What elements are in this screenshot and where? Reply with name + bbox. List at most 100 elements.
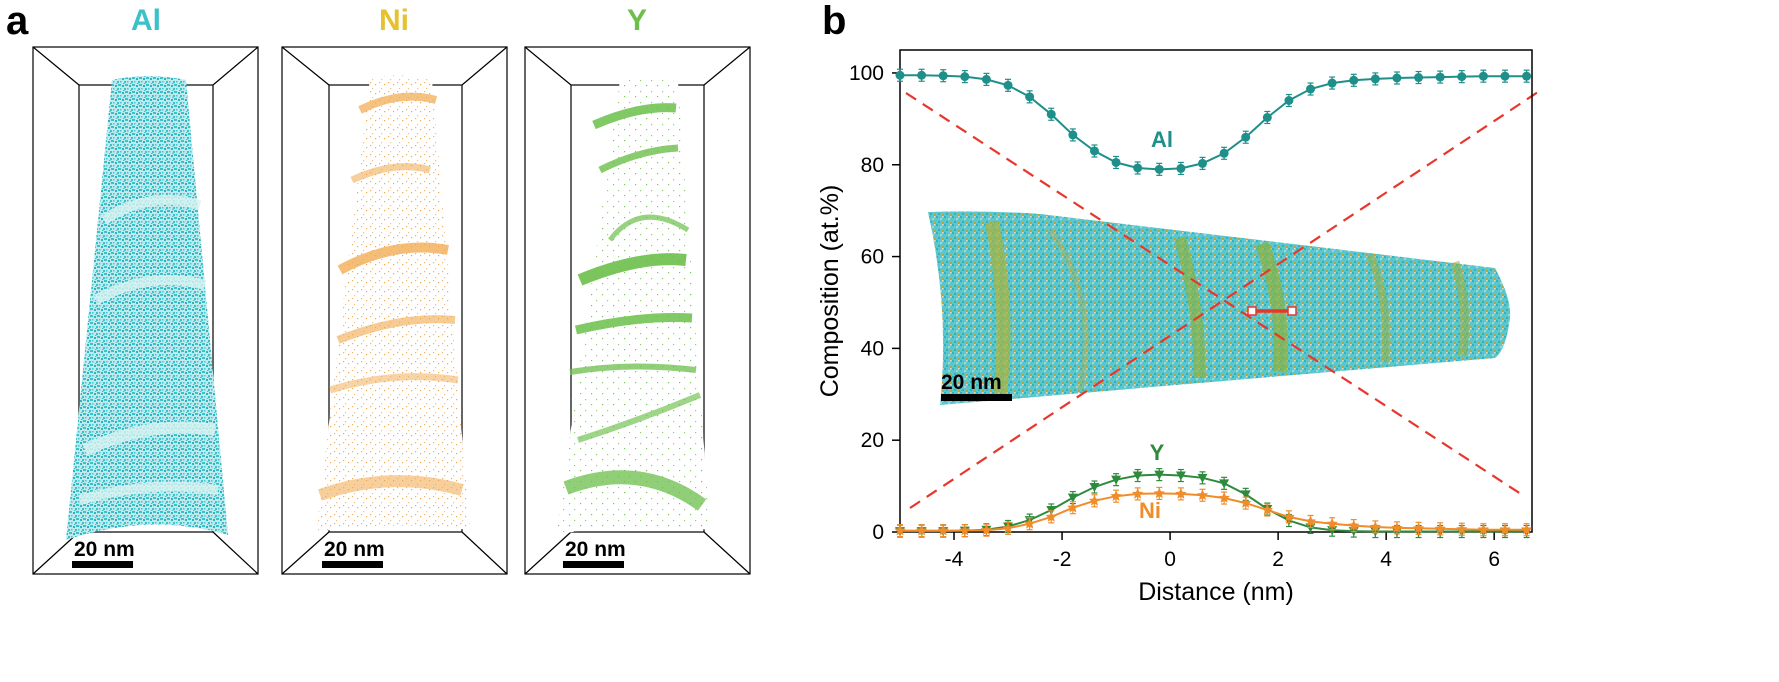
al-map-title: Al <box>131 4 161 37</box>
data-point-al <box>1478 71 1488 81</box>
data-point-al <box>1089 146 1099 156</box>
data-point-y <box>1154 470 1165 480</box>
data-point-ni <box>1088 494 1101 506</box>
data-point-al <box>981 74 991 84</box>
x-tick-label: -4 <box>945 548 964 571</box>
y-tick-label: 80 <box>861 154 884 177</box>
data-point-al <box>1306 84 1316 94</box>
inset-reconstruction: 20 nm <box>928 211 1511 405</box>
series-ni <box>894 486 1533 538</box>
x-axis-label: Distance (nm) <box>1138 578 1294 606</box>
data-point-ni <box>1304 515 1317 527</box>
data-point-ni <box>894 524 906 536</box>
data-point-al <box>1435 72 1445 82</box>
y-atom-map <box>524 46 751 575</box>
data-point-y <box>1219 479 1230 489</box>
data-point-y <box>1111 475 1122 485</box>
data-point-ni <box>1369 521 1382 532</box>
data-point-ni <box>1456 523 1468 535</box>
x-tick-label: -2 <box>1053 548 1072 571</box>
data-point-al <box>917 70 927 80</box>
al-atom-map <box>32 46 259 575</box>
data-point-al <box>960 72 970 82</box>
data-point-al <box>1414 73 1424 83</box>
data-point-ni <box>1391 521 1403 533</box>
data-point-y <box>1240 490 1251 500</box>
data-point-y <box>1089 483 1100 493</box>
data-point-ni <box>1218 492 1230 503</box>
y-tick-label: 100 <box>849 62 884 85</box>
panel-b-letter: b <box>822 0 846 43</box>
data-point-ni <box>1240 497 1252 508</box>
data-point-al <box>1068 130 1078 140</box>
series-label-ni: Ni <box>1139 498 1161 523</box>
series-line-al <box>900 74 1527 171</box>
plot-frame <box>899 49 1533 533</box>
data-point-y <box>1175 471 1186 481</box>
data-point-ni <box>1326 517 1338 529</box>
data-point-al <box>1219 148 1229 158</box>
series-line-ni <box>900 492 1527 532</box>
y-map-title: Y <box>627 4 647 37</box>
series-layer <box>894 68 1533 539</box>
data-point-ni <box>1110 490 1122 501</box>
y-tick-label: 0 <box>872 521 884 544</box>
y-tick-label: 20 <box>861 429 884 452</box>
data-point-ni <box>1153 487 1165 499</box>
data-point-ni <box>1045 510 1057 522</box>
data-point-y <box>1197 473 1208 483</box>
data-point-ni <box>1348 519 1360 531</box>
data-point-al <box>1003 80 1013 90</box>
data-point-al <box>1327 78 1337 88</box>
x-axis: -4 -2 0 2 4 6 <box>945 532 1500 571</box>
inset-profile-start <box>1247 306 1257 316</box>
series-label-y: Y <box>1150 440 1165 465</box>
data-point-ni <box>1434 522 1446 534</box>
series-line-y <box>900 473 1527 533</box>
ni-scale-label: 20 nm <box>324 538 385 561</box>
data-point-y <box>1327 526 1338 536</box>
data-point-ni <box>1283 510 1295 522</box>
data-point-y <box>1132 471 1143 481</box>
data-point-ni <box>1412 522 1425 534</box>
data-point-ni <box>1196 489 1209 501</box>
data-point-al <box>1370 74 1380 84</box>
data-point-al <box>1457 72 1467 82</box>
projection-guide-2 <box>909 91 1539 509</box>
data-point-ni <box>980 524 993 535</box>
x-tick-label: 6 <box>1488 548 1500 571</box>
panel-a-letter: a <box>6 0 29 43</box>
data-point-al <box>1046 109 1056 119</box>
data-point-ni <box>1132 487 1144 499</box>
data-point-ni <box>1499 523 1511 535</box>
y-scale-bar <box>563 561 624 568</box>
data-point-ni <box>1477 523 1490 535</box>
ni-map-title: Ni <box>379 4 409 37</box>
data-point-ni <box>1067 501 1079 513</box>
data-point-ni <box>1023 517 1036 529</box>
y-tick-label: 40 <box>861 337 884 360</box>
al-scale-label: 20 nm <box>74 538 135 561</box>
data-point-al <box>1197 158 1207 168</box>
y-axis: 0 20 40 60 80 100 <box>849 62 900 544</box>
data-point-ni <box>1175 487 1187 499</box>
data-point-ni <box>1261 504 1273 515</box>
series-al <box>895 68 1532 176</box>
x-tick-label: 2 <box>1272 548 1284 571</box>
data-point-al <box>1284 95 1294 105</box>
data-point-al <box>1133 163 1143 173</box>
y-tick-label: 60 <box>861 246 884 269</box>
data-point-al <box>1154 164 1164 174</box>
projection-guide-1 <box>905 92 1525 497</box>
inset-scale-bar <box>941 394 1012 401</box>
ni-scale-bar <box>322 561 383 568</box>
data-point-y <box>1067 493 1078 503</box>
data-point-al <box>895 70 905 80</box>
al-scale-bar <box>72 561 133 568</box>
x-tick-label: 4 <box>1380 548 1392 571</box>
x-tick-label: 0 <box>1164 548 1176 571</box>
inset-profile-end <box>1287 306 1297 316</box>
series-label-al: Al <box>1151 127 1173 152</box>
y-scale-label: 20 nm <box>565 538 626 561</box>
